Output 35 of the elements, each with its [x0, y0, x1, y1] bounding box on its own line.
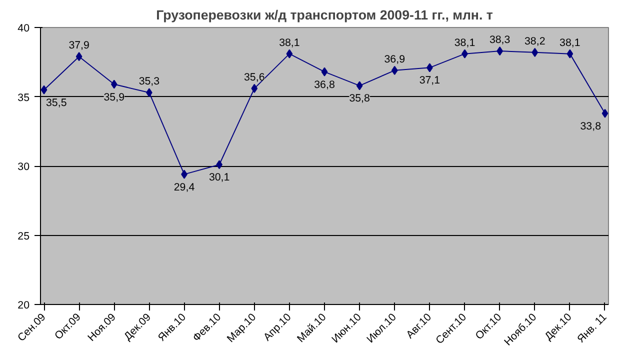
chart-title: Грузоперевозки ж/д транспортом 2009-11 гг., млн. т [156, 8, 494, 22]
data-label: 36,9 [384, 53, 406, 66]
data-label: 35,9 [104, 91, 125, 104]
data-label: 38,3 [489, 34, 510, 46]
data-label: 36,8 [314, 78, 335, 91]
y-tick-label: 40 [18, 22, 30, 34]
data-label: 38,1 [454, 36, 476, 49]
point [286, 49, 293, 58]
point [532, 48, 538, 57]
y-tick-label: 25 [18, 230, 30, 242]
data-label: 37,1 [419, 74, 440, 87]
data-label: 29,4 [174, 181, 195, 194]
point [566, 49, 574, 58]
data-label: 35,3 [138, 76, 160, 88]
point [391, 66, 398, 75]
data-label: 30,1 [208, 172, 230, 184]
data-label: 38,1 [560, 36, 580, 49]
y-tick-label: 30 [18, 161, 30, 173]
data-label: 33,8 [580, 120, 602, 132]
y-tick-label: 35 [18, 92, 30, 104]
data-label: 35,5 [46, 96, 67, 109]
data-label: 35,6 [244, 71, 265, 84]
point [76, 52, 82, 62]
data-label: 37,9 [68, 40, 90, 52]
point [40, 85, 48, 94]
data-label: 35,8 [349, 92, 370, 105]
y-tick-label: 20 [18, 300, 30, 312]
point [356, 81, 363, 90]
point [321, 67, 328, 76]
point [251, 84, 258, 93]
point [602, 108, 608, 118]
x-tick-label: Янв. 11 [575, 311, 610, 346]
point [110, 80, 118, 89]
data-label: 38,2 [524, 35, 546, 48]
data-label: 38,1 [279, 36, 300, 49]
